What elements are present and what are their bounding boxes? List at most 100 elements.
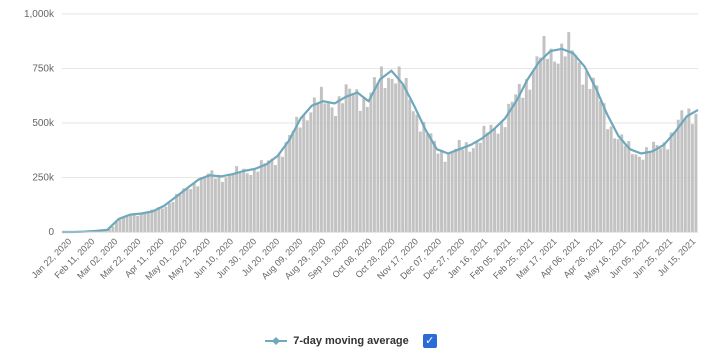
bar — [655, 145, 659, 232]
bar — [365, 106, 369, 232]
bar — [521, 97, 525, 232]
bar — [524, 79, 528, 232]
bar — [337, 96, 341, 232]
bar — [531, 70, 535, 232]
bar — [411, 111, 415, 232]
bar — [252, 168, 256, 232]
bar — [471, 148, 475, 232]
bar — [242, 168, 246, 232]
bar — [118, 219, 122, 232]
bar — [627, 141, 631, 232]
bar — [401, 84, 405, 233]
bar — [224, 177, 228, 232]
bar — [351, 94, 355, 233]
bar — [436, 153, 440, 232]
bar — [341, 103, 345, 233]
bar — [514, 94, 518, 232]
bar — [602, 103, 606, 232]
bar — [662, 142, 666, 232]
bar — [175, 193, 178, 232]
bar — [560, 43, 564, 232]
bar — [125, 214, 129, 232]
bar — [493, 128, 496, 232]
bar — [676, 119, 680, 232]
bar — [284, 141, 288, 232]
legend-checkbox-checked-icon[interactable]: ✓ — [422, 334, 437, 348]
bar — [394, 83, 398, 232]
bar — [489, 124, 493, 232]
bar — [588, 88, 592, 232]
bar — [235, 166, 239, 232]
bar — [355, 89, 359, 232]
y-tick-label: 500k — [32, 118, 55, 129]
bar — [659, 148, 663, 232]
bar — [408, 99, 412, 232]
y-tick-label: 1,000k — [24, 9, 55, 20]
bar — [231, 174, 235, 232]
bar — [482, 125, 486, 232]
bar — [288, 134, 292, 232]
bar — [327, 102, 330, 232]
bar — [104, 230, 108, 232]
bar — [510, 101, 514, 232]
bar — [171, 202, 175, 232]
bar — [291, 130, 295, 232]
bar — [136, 215, 140, 232]
bar — [577, 62, 581, 232]
bar — [387, 77, 390, 232]
bar — [334, 115, 337, 232]
legend-line-marker-icon — [265, 337, 288, 345]
bar — [443, 161, 447, 232]
bar — [281, 156, 284, 232]
bar — [556, 63, 560, 232]
bar — [330, 107, 334, 232]
bar — [397, 66, 401, 232]
bar — [496, 133, 500, 232]
bar — [429, 133, 433, 232]
bar — [206, 173, 210, 232]
bar — [535, 56, 539, 232]
bar — [475, 141, 479, 232]
bar — [500, 121, 504, 232]
bar — [683, 118, 687, 232]
bar — [270, 158, 274, 232]
bar — [592, 77, 595, 232]
bar — [690, 124, 694, 232]
bar — [178, 194, 182, 232]
bar — [606, 129, 610, 232]
bar — [567, 32, 571, 233]
legend-item-7-day-moving-average[interactable]: 7-day moving average — [265, 335, 409, 347]
y-tick-label: 0 — [48, 227, 54, 238]
bar — [122, 216, 125, 232]
bar — [454, 148, 458, 232]
bar — [418, 131, 422, 232]
bar — [447, 153, 451, 232]
bar — [613, 138, 617, 232]
bar — [584, 71, 588, 233]
bar — [634, 154, 638, 232]
bar — [107, 229, 111, 232]
bar — [570, 50, 574, 232]
bar — [415, 114, 419, 232]
bar — [132, 213, 136, 232]
bar — [228, 174, 231, 232]
bar — [111, 226, 115, 232]
bar — [433, 140, 436, 232]
bar — [422, 121, 426, 232]
y-tick-label: 250k — [32, 173, 55, 184]
bar — [164, 206, 168, 232]
bar — [344, 84, 348, 232]
bar — [146, 212, 150, 232]
bar — [666, 149, 670, 232]
bar — [546, 58, 549, 232]
y-tick-label: 750k — [32, 64, 55, 75]
bar — [595, 85, 599, 232]
bar — [182, 188, 186, 232]
bar — [256, 171, 260, 232]
bar — [503, 127, 507, 232]
bar — [298, 127, 302, 232]
bar — [680, 110, 684, 232]
bar — [210, 170, 214, 232]
bar — [348, 88, 352, 233]
